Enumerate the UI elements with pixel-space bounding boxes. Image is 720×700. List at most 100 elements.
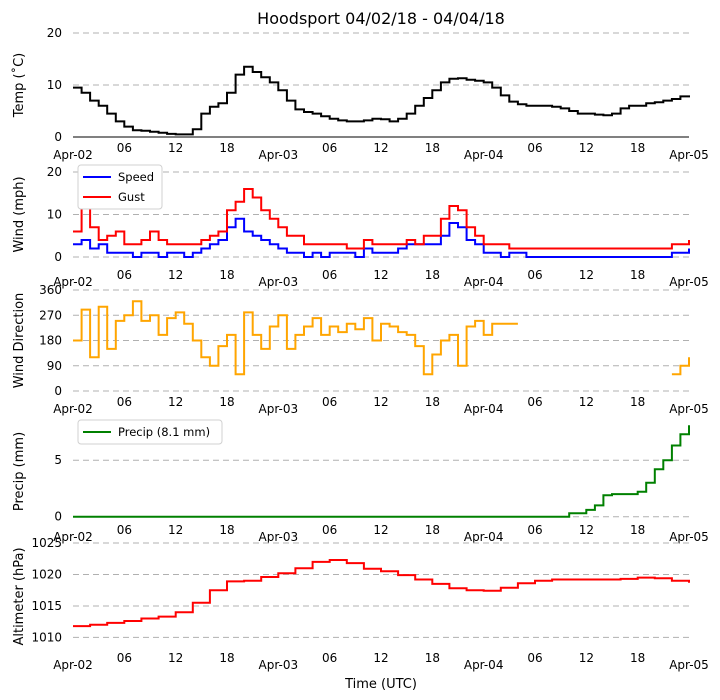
panel-wind: 0 10 20 Apr-02 06 12 18 Apr-03 06 12 18 Apr-04 06 12 1… xyxy=(12,164,709,289)
x-tick-label: 12 xyxy=(168,651,183,665)
x-tick-label: 18 xyxy=(219,141,234,155)
x-tick-label: Apr-04 xyxy=(464,658,504,672)
x-tick-label: 18 xyxy=(425,651,440,665)
y-tick-label: 1010 xyxy=(31,630,62,644)
x-tick-label: 18 xyxy=(425,395,440,409)
x-tick-label: Apr-02 xyxy=(53,275,93,289)
x-tick-label: 06 xyxy=(117,141,132,155)
x-tick-label: 12 xyxy=(168,523,183,537)
y-axis-label: Altimeter (hPa) xyxy=(12,547,27,645)
x-tick-label: 06 xyxy=(527,268,542,282)
x-tick-label: Apr-02 xyxy=(53,530,93,544)
series-line-speed xyxy=(73,217,690,258)
x-tick-label: 06 xyxy=(322,268,337,282)
chart-title: Hoodsport 04/02/18 - 04/04/18 xyxy=(257,9,505,28)
x-tick-label: Apr-02 xyxy=(53,148,93,162)
x-tick-label: 12 xyxy=(373,141,388,155)
panel-temp: 0 10 20 Apr-02 06 12 18 Apr-03 06 12 18 Apr-04 06 12 1… xyxy=(11,26,709,162)
y-tick-label: 10 xyxy=(47,78,62,92)
x-tick-label: Apr-03 xyxy=(259,402,299,416)
series-line-precip-8-1-mm xyxy=(73,425,690,518)
x-tick-label: Apr-03 xyxy=(259,275,299,289)
x-tick-label: Apr-04 xyxy=(464,275,504,289)
x-tick-label: 06 xyxy=(117,395,132,409)
x-tick-label: 18 xyxy=(630,395,645,409)
x-tick-label: 06 xyxy=(527,651,542,665)
x-tick-label: Apr-04 xyxy=(464,148,504,162)
x-tick-label: 18 xyxy=(219,523,234,537)
x-tick-label: 18 xyxy=(630,651,645,665)
x-tick-label: Apr-03 xyxy=(259,658,299,672)
x-tick-label: Apr-03 xyxy=(259,148,299,162)
y-tick-label: 0 xyxy=(54,130,62,144)
y-axis-label: Wind (mph) xyxy=(12,176,27,252)
series-line-gust xyxy=(73,188,690,250)
y-tick-label: 1020 xyxy=(31,567,62,581)
x-tick-label: 06 xyxy=(322,395,337,409)
x-tick-label: Apr-05 xyxy=(669,275,709,289)
x-tick-label: 12 xyxy=(579,268,594,282)
x-tick-label: Apr-04 xyxy=(464,530,504,544)
x-tick-label: 12 xyxy=(579,395,594,409)
panel-altimeter: 1010 1015 1020 1025 Apr-02 06 12 18 Apr-03 06 12 18… xyxy=(12,536,709,672)
x-tick-label: 18 xyxy=(425,141,440,155)
x-tick-label: 06 xyxy=(117,268,132,282)
y-tick-label: 20 xyxy=(47,165,62,179)
x-tick-label: 12 xyxy=(373,395,388,409)
x-tick-label: 18 xyxy=(425,523,440,537)
y-tick-label: 0 xyxy=(54,384,62,398)
x-tick-label: Apr-05 xyxy=(669,530,709,544)
y-tick-label: 180 xyxy=(39,334,62,348)
series-line-altimeter xyxy=(73,559,690,628)
y-axis-label: Temp (˚C) xyxy=(11,53,27,119)
x-tick-label: 12 xyxy=(373,651,388,665)
x-tick-label: Apr-04 xyxy=(464,402,504,416)
panel-direction: 0 90 180 270 360 Apr-02 06 12 18 Apr-03 06 12 18 Apr-… xyxy=(12,283,709,416)
y-tick-label: 10 xyxy=(47,208,62,222)
y-tick-label: 270 xyxy=(39,308,62,322)
panel-precip: 0 5 Apr-02 06 12 18 Apr-03 06 12 18 Apr-04 06 12 18 Ap… xyxy=(12,419,709,544)
legend-box xyxy=(77,419,223,445)
x-tick-label: 06 xyxy=(527,141,542,155)
x-tick-label: 12 xyxy=(579,141,594,155)
x-tick-label: 06 xyxy=(117,651,132,665)
x-tick-label: 06 xyxy=(527,523,542,537)
x-tick-label: 12 xyxy=(373,523,388,537)
x-tick-label: 18 xyxy=(425,268,440,282)
series-line-direction xyxy=(73,300,690,376)
x-tick-label: 18 xyxy=(630,268,645,282)
x-tick-label: 06 xyxy=(322,651,337,665)
y-tick-label: 1025 xyxy=(31,536,62,550)
x-tick-label: 18 xyxy=(219,395,234,409)
x-tick-label: Apr-03 xyxy=(259,530,299,544)
x-tick-label: 18 xyxy=(630,141,645,155)
y-tick-label: 0 xyxy=(54,250,62,264)
x-tick-label: 12 xyxy=(579,651,594,665)
x-tick-label: 12 xyxy=(579,523,594,537)
y-axis-label: Precip (mm) xyxy=(12,432,27,511)
x-tick-label: 18 xyxy=(630,523,645,537)
x-tick-label: Apr-05 xyxy=(669,148,709,162)
x-tick-label: 18 xyxy=(219,651,234,665)
series-line-temp xyxy=(73,65,690,136)
y-tick-label: 1015 xyxy=(31,599,62,613)
legend-label: Speed xyxy=(118,170,154,184)
y-tick-label: 360 xyxy=(39,283,62,297)
x-tick-label: 12 xyxy=(373,268,388,282)
legend-label: Gust xyxy=(118,190,145,204)
x-tick-label: 06 xyxy=(117,523,132,537)
x-tick-label: 06 xyxy=(527,395,542,409)
x-tick-label: Apr-05 xyxy=(669,658,709,672)
legend-label: Precip (8.1 mm) xyxy=(118,425,210,439)
x-tick-label: 12 xyxy=(168,268,183,282)
x-axis-label: Time (UTC) xyxy=(344,677,417,692)
y-axis-label: Wind Direction xyxy=(12,293,27,389)
x-tick-label: 12 xyxy=(168,141,183,155)
x-tick-label: 06 xyxy=(322,523,337,537)
x-tick-label: Apr-05 xyxy=(669,402,709,416)
x-tick-label: Apr-02 xyxy=(53,402,93,416)
x-tick-label: 06 xyxy=(322,141,337,155)
x-tick-label: Apr-02 xyxy=(53,658,93,672)
x-tick-label: 12 xyxy=(168,395,183,409)
